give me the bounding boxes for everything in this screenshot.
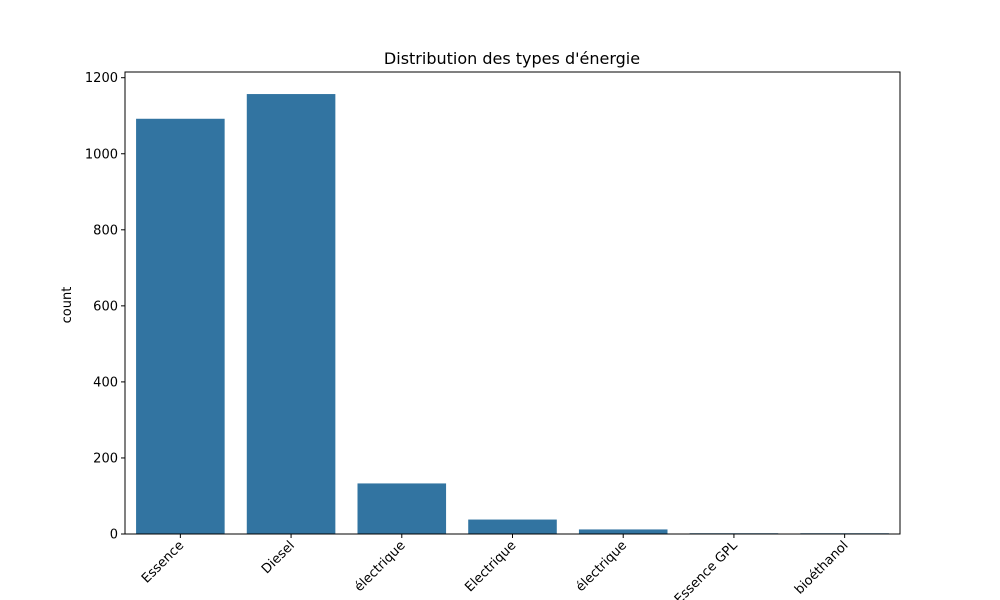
- x-tick-label: électrique: [352, 538, 409, 595]
- bar: [136, 118, 225, 534]
- x-tick-label: Essence: [139, 538, 187, 586]
- x-tick-label: Essence GPL: [672, 538, 741, 600]
- y-axis-label: count: [60, 287, 75, 324]
- x-tick-label: Diesel: [259, 538, 298, 577]
- y-tick-label: 0: [110, 528, 118, 543]
- y-tick-label: 200: [93, 451, 118, 466]
- y-tick-label: 400: [93, 375, 118, 390]
- plot-frame: [124, 71, 901, 535]
- y-tick-label: 600: [93, 299, 118, 314]
- x-tick-label: électrique: [573, 538, 630, 595]
- y-axis: 0 200 400 600 800 1000 1200: [85, 71, 125, 543]
- chart-title: Distribution des types d'énergie: [384, 49, 640, 68]
- bar: [468, 519, 557, 534]
- y-tick-label: 1000: [85, 147, 118, 162]
- bar: [246, 94, 336, 534]
- x-axis: Essence Diesel électrique Electrique électri…: [139, 534, 851, 600]
- bar: [578, 529, 668, 534]
- bars-group: [136, 94, 889, 534]
- x-tick-label: Electrique: [462, 538, 519, 595]
- y-tick-label: 800: [93, 223, 118, 238]
- bar: [357, 483, 447, 534]
- x-tick-label: bioéthanol: [792, 538, 851, 597]
- y-tick-label: 1200: [85, 71, 118, 86]
